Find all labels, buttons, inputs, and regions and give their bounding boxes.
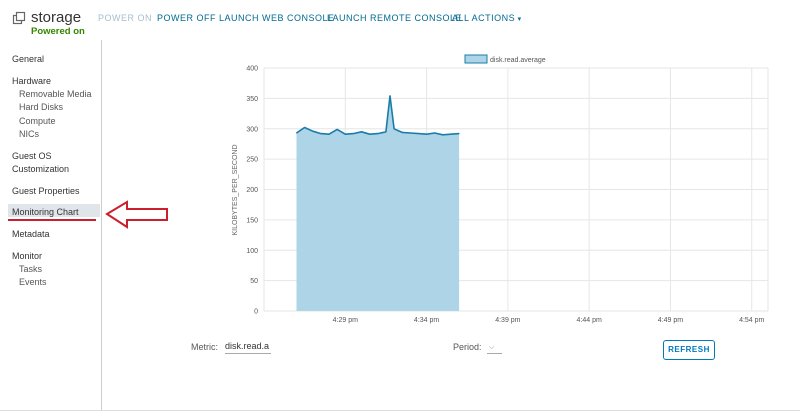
sidebar-item-general[interactable]: General: [12, 54, 45, 64]
y-tick-label: 250: [246, 157, 258, 164]
x-tick-label: 4:39 pm: [495, 317, 520, 324]
x-tick-label: 4:34 pm: [414, 317, 439, 324]
chart-series: [296, 95, 460, 312]
y-axis-ticks: 0 50 100 150 200 250 300 350 400: [246, 66, 258, 316]
data-point: [304, 127, 306, 129]
chevron-down-icon: ▾: [515, 16, 522, 23]
all-actions-dropdown[interactable]: ALL ACTIONS ▾: [452, 13, 522, 23]
data-point: [450, 133, 452, 135]
data-point: [417, 133, 419, 135]
all-actions-label: ALL ACTIONS: [452, 13, 516, 23]
refresh-button[interactable]: REFRESH: [663, 340, 715, 360]
data-point: [344, 133, 346, 135]
period-select[interactable]: ⌵: [487, 341, 502, 354]
sidebar-item-guest-properties[interactable]: Guest Properties: [12, 186, 80, 196]
y-tick-label: 400: [246, 66, 258, 73]
data-point: [426, 133, 428, 135]
data-point: [369, 133, 371, 135]
sidebar-item-hard-disks[interactable]: Hard Disks: [19, 102, 64, 112]
legend: disk.read.average: [464, 54, 546, 64]
data-point: [352, 133, 354, 135]
sidebar-active-highlight: [8, 204, 100, 217]
legend-swatch: [464, 54, 488, 64]
sidebar-item-monitor[interactable]: Monitor: [12, 251, 43, 261]
period-label: Period:: [453, 342, 482, 352]
legend-label: disk.read.average: [490, 57, 546, 64]
data-point: [393, 128, 395, 130]
y-tick-label: 100: [246, 248, 258, 255]
data-point: [409, 132, 411, 134]
data-point: [361, 131, 363, 133]
power-on-button[interactable]: POWER ON: [98, 13, 153, 23]
metric-value: disk.read.a: [225, 341, 270, 351]
metric-select[interactable]: disk.read.a⌵: [225, 341, 271, 354]
sidebar-item-tasks[interactable]: Tasks: [19, 264, 43, 274]
footer-divider: [0, 410, 800, 411]
data-point: [320, 133, 322, 135]
data-point: [336, 128, 338, 130]
x-tick-label: 4:54 pm: [739, 317, 764, 324]
data-point: [385, 131, 387, 133]
data-point: [296, 132, 298, 134]
vm-power-state: Powered on: [31, 26, 85, 37]
data-point: [397, 130, 399, 132]
sidebar-item-removable-media[interactable]: Removable Media: [19, 89, 92, 99]
x-tick-label: 4:29 pm: [333, 317, 358, 324]
x-tick-label: 4:49 pm: [658, 317, 683, 324]
launch-web-console-button[interactable]: LAUNCH WEB CONSOLE: [219, 13, 335, 23]
x-axis-ticks: 4:29 pm 4:34 pm 4:39 pm 4:44 pm 4:49 pm 4:54 …: [333, 317, 765, 324]
x-tick-label: 4:44 pm: [577, 317, 602, 324]
data-point: [377, 133, 379, 135]
sidebar-item-events[interactable]: Events: [19, 277, 47, 287]
chevron-down-icon: ⌵: [489, 344, 495, 351]
y-tick-label: 50: [250, 278, 258, 285]
sidebar: [0, 40, 102, 410]
power-off-button[interactable]: POWER OFF: [157, 13, 216, 23]
series-area: [296, 95, 460, 312]
y-axis-label: KILOBYTES_PER_SECOND: [232, 144, 239, 235]
vm-name: storage: [31, 9, 82, 26]
data-point: [434, 132, 436, 134]
sidebar-item-monitoring-chart[interactable]: Monitoring Chart: [12, 207, 79, 217]
y-tick-label: 300: [246, 126, 258, 133]
annotation-arrow-icon: [105, 200, 168, 229]
y-tick-label: 350: [246, 96, 258, 103]
chart-grid: [263, 67, 769, 312]
launch-remote-console-button[interactable]: LAUNCH REMOTE CONSOLE: [327, 13, 463, 23]
data-point: [458, 133, 460, 135]
sidebar-item-guest-os[interactable]: Guest OS: [12, 151, 52, 161]
data-point: [312, 130, 314, 132]
sidebar-item-metadata[interactable]: Metadata: [12, 229, 50, 239]
sidebar-item-compute[interactable]: Compute: [19, 116, 56, 126]
metric-label: Metric:: [191, 342, 218, 352]
vm-icon: [12, 11, 26, 25]
data-point: [401, 131, 403, 133]
y-tick-label: 200: [246, 187, 258, 194]
data-point: [442, 134, 444, 136]
y-tick-label: 0: [254, 309, 258, 316]
sidebar-item-nics[interactable]: NICs: [19, 129, 39, 139]
sidebar-item-customization[interactable]: Customization: [12, 164, 70, 174]
data-point: [389, 95, 391, 97]
data-point: [328, 133, 330, 135]
sidebar-item-hardware[interactable]: Hardware: [12, 76, 52, 86]
y-tick-label: 150: [246, 217, 258, 224]
